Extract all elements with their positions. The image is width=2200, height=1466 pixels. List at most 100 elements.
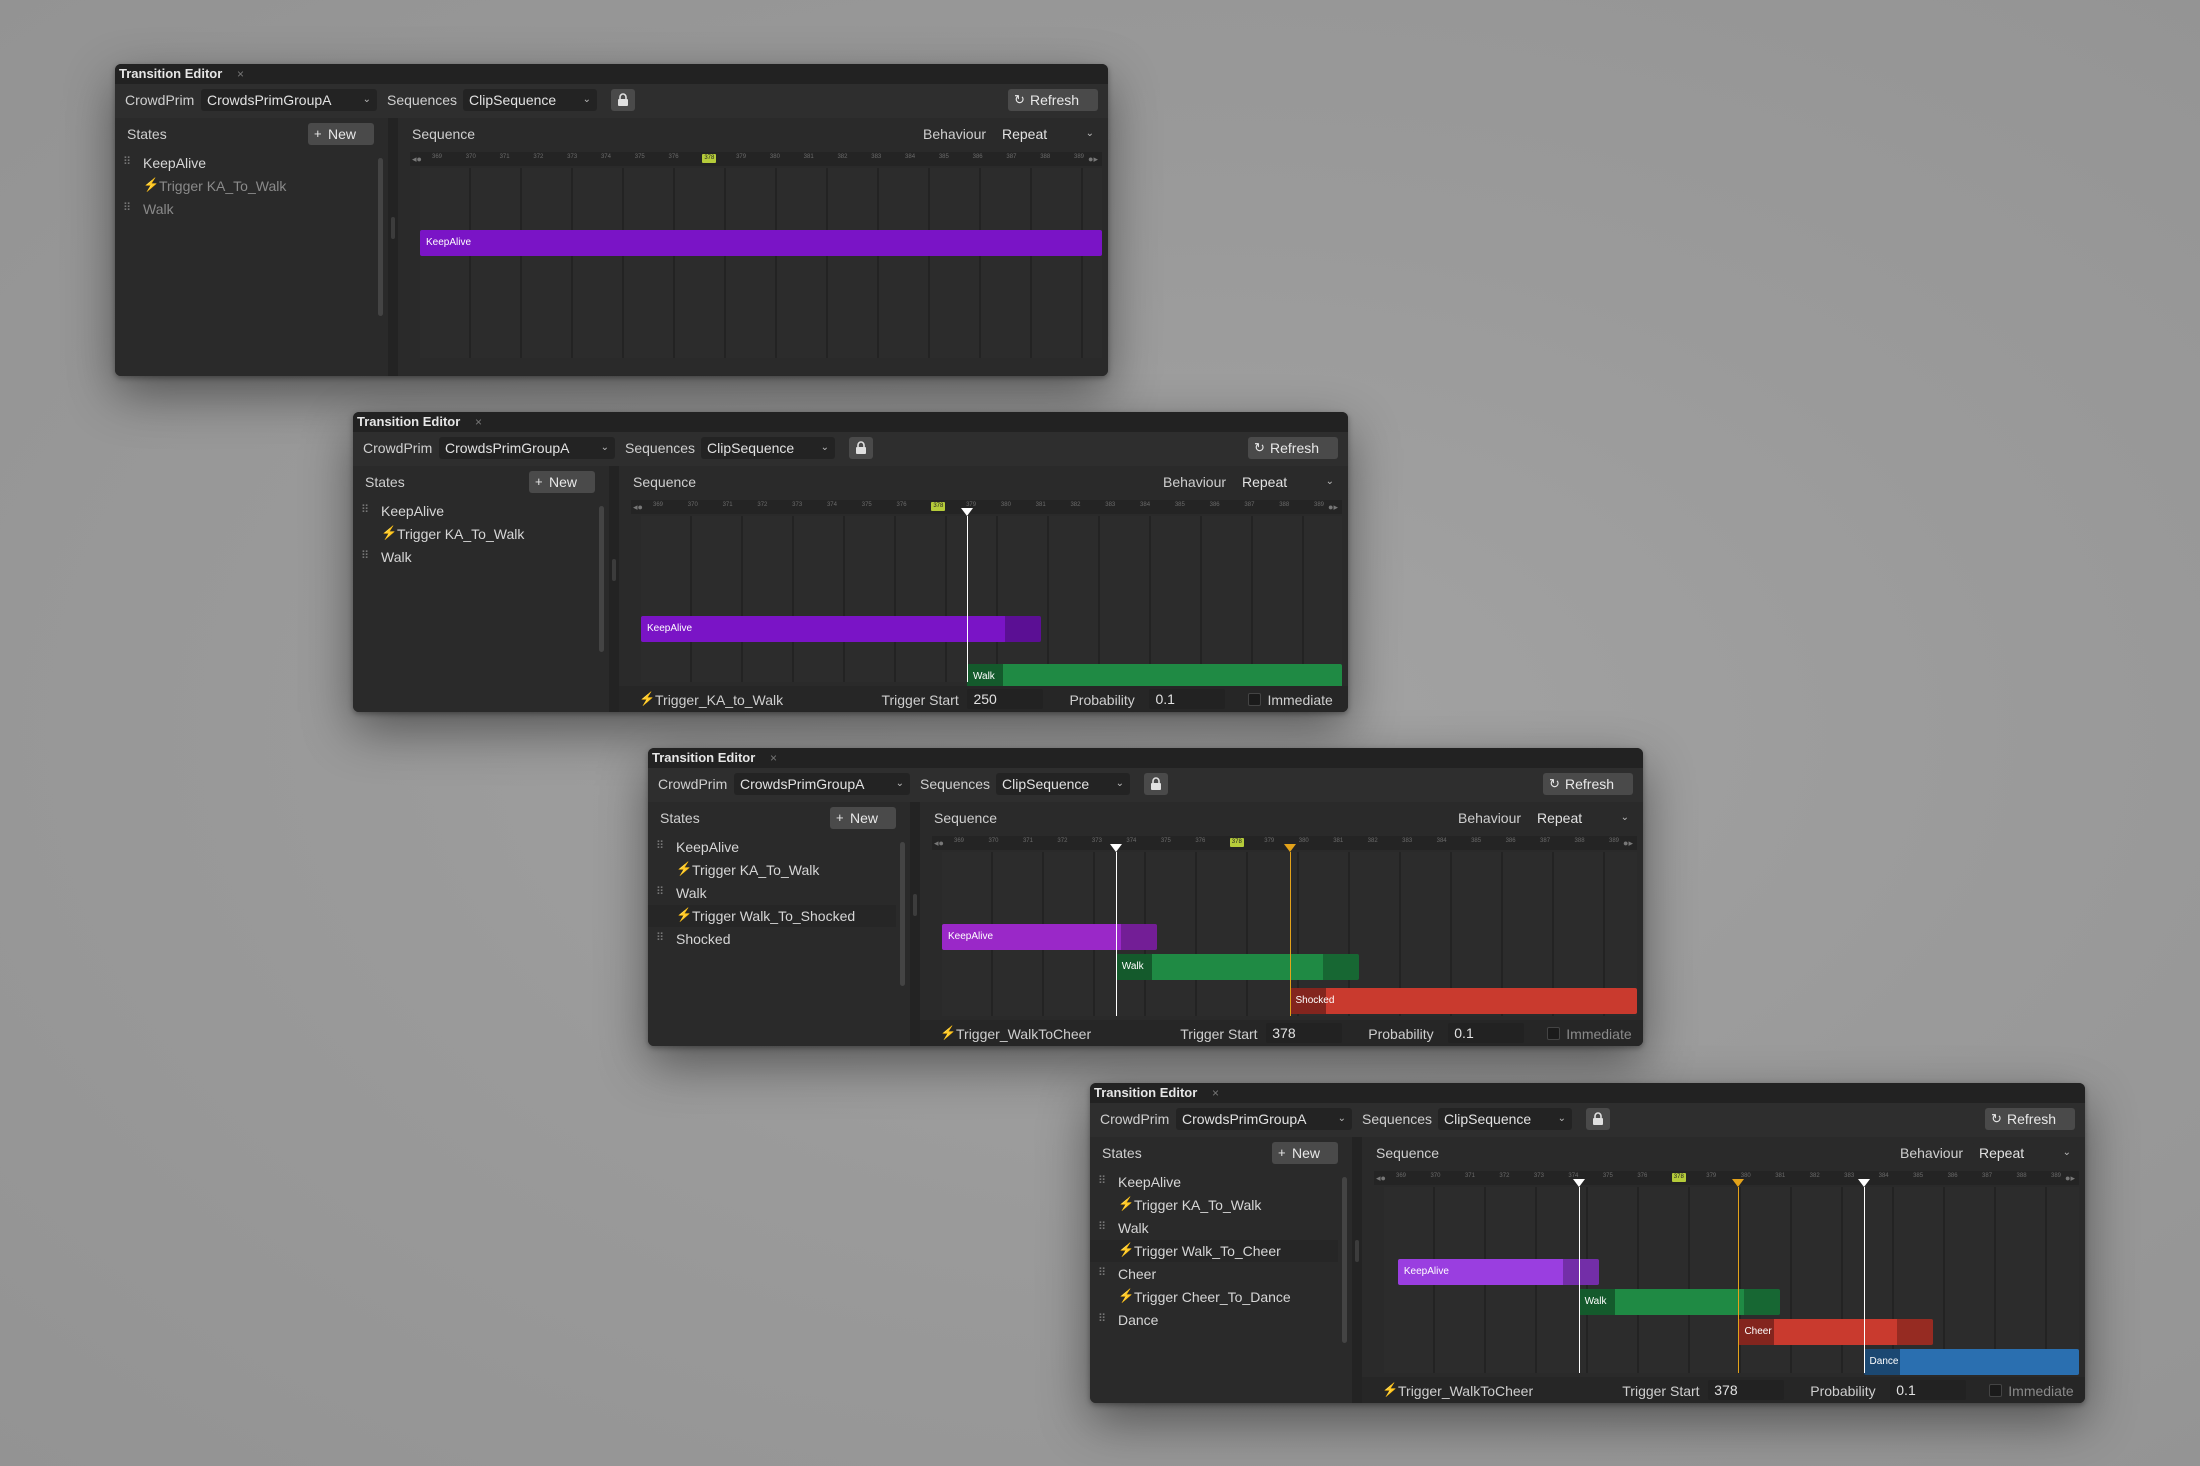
timeline-ruler[interactable]: ◂● ●▸ 369 370 371 372 373 374 375 376 378 379 380 381…: [410, 152, 1102, 166]
playhead-marker-icon[interactable]: [1572, 1179, 1585, 1187]
trigger-item[interactable]: ⚡ Trigger KA_To_Walk: [648, 859, 896, 881]
immediate-checkbox[interactable]: [1547, 1027, 1561, 1040]
ruler-start-handle-icon[interactable]: ◂●: [633, 502, 643, 512]
sequence-track[interactable]: KeepAlive Walk: [641, 516, 1342, 690]
state-item[interactable]: ⠿ Shocked: [648, 928, 896, 950]
new-state-button[interactable]: + New: [308, 123, 374, 145]
state-item[interactable]: ⠿ Walk: [1090, 1217, 1338, 1239]
lock-button[interactable]: [1586, 1108, 1610, 1130]
probability-field[interactable]: 0.1: [1149, 689, 1226, 709]
immediate-checkbox[interactable]: [1989, 1384, 2003, 1397]
panel-splitter[interactable]: [609, 466, 619, 712]
close-tab-icon[interactable]: ×: [770, 751, 778, 765]
drag-handle-icon[interactable]: ⠿: [123, 202, 131, 214]
ruler-end-handle-icon[interactable]: ●▸: [1623, 838, 1633, 848]
playhead-marker-icon[interactable]: [1109, 844, 1122, 852]
drag-handle-icon[interactable]: ⠿: [656, 886, 664, 898]
trigger-start-field[interactable]: 378: [1266, 1023, 1343, 1043]
trigger-item[interactable]: ⚡ Trigger Cheer_To_Dance: [1090, 1286, 1338, 1308]
state-item[interactable]: ⠿ KeepAlive: [353, 500, 595, 522]
state-item[interactable]: ⠿ Walk: [115, 198, 374, 220]
trigger-start-field[interactable]: 250: [967, 689, 1044, 709]
crowdprim-dropdown[interactable]: CrowdsPrimGroupA ⌄: [1176, 1108, 1352, 1130]
trigger-item[interactable]: ⚡ Trigger KA_To_Walk: [1090, 1194, 1338, 1216]
states-scrollbar[interactable]: [900, 842, 905, 986]
refresh-button[interactable]: ↻ Refresh: [1008, 89, 1098, 111]
panel-splitter[interactable]: [388, 118, 398, 376]
state-item[interactable]: ⠿ KeepAlive: [1090, 1171, 1338, 1193]
new-state-button[interactable]: + New: [529, 471, 595, 493]
states-scrollbar[interactable]: [599, 506, 604, 652]
lock-button[interactable]: [1144, 773, 1168, 795]
sequences-dropdown[interactable]: ClipSequence ⌄: [1438, 1108, 1572, 1130]
trigger-marker-icon[interactable]: [1732, 1179, 1745, 1187]
clip-dance[interactable]: Dance: [1863, 1349, 2079, 1375]
close-tab-icon[interactable]: ×: [237, 67, 245, 81]
sequences-dropdown[interactable]: ClipSequence ⌄: [701, 437, 835, 459]
ruler-start-handle-icon[interactable]: ◂●: [934, 838, 944, 848]
trigger-item[interactable]: ⚡ Trigger KA_To_Walk: [115, 175, 374, 197]
probability-field[interactable]: 0.1: [1448, 1023, 1525, 1043]
probability-field[interactable]: 0.1: [1890, 1380, 1967, 1400]
crowdprim-dropdown[interactable]: CrowdsPrimGroupA ⌄: [201, 89, 377, 111]
clip-keepalive[interactable]: KeepAlive: [942, 924, 1158, 950]
panel-splitter[interactable]: [910, 802, 920, 1046]
clip-shocked[interactable]: Shocked: [1289, 988, 1637, 1014]
clip-walk[interactable]: Walk: [966, 664, 1342, 690]
sequence-track[interactable]: KeepAlive Walk Cheer Dance: [1384, 1187, 2079, 1375]
drag-handle-icon[interactable]: ⠿: [656, 932, 664, 944]
splitter-grip[interactable]: [913, 894, 917, 916]
drag-handle-icon[interactable]: ⠿: [1098, 1313, 1106, 1325]
new-state-button[interactable]: + New: [830, 807, 896, 829]
drag-handle-icon[interactable]: ⠿: [361, 550, 369, 562]
clip-walk[interactable]: Walk: [1578, 1289, 1781, 1315]
clip-cheer[interactable]: Cheer: [1738, 1319, 1934, 1345]
state-item[interactable]: ⠿ KeepAlive: [115, 152, 374, 174]
playhead-marker-icon[interactable]: [1857, 1179, 1870, 1187]
clip-keepalive[interactable]: KeepAlive: [641, 616, 1041, 642]
lock-button[interactable]: [849, 437, 873, 459]
drag-handle-icon[interactable]: ⠿: [1098, 1175, 1106, 1187]
crowdprim-dropdown[interactable]: CrowdsPrimGroupA ⌄: [734, 773, 910, 795]
sequences-dropdown[interactable]: ClipSequence ⌄: [463, 89, 597, 111]
state-item[interactable]: ⠿ KeepAlive: [648, 836, 896, 858]
ruler-start-handle-icon[interactable]: ◂●: [1376, 1173, 1386, 1183]
clip-keepalive[interactable]: KeepAlive: [1397, 1259, 1600, 1285]
crowdprim-dropdown[interactable]: CrowdsPrimGroupA ⌄: [439, 437, 615, 459]
drag-handle-icon[interactable]: ⠿: [1098, 1221, 1106, 1233]
sequence-track[interactable]: KeepAlive Walk Shocked: [942, 852, 1637, 1016]
refresh-button[interactable]: ↻ Refresh: [1985, 1108, 2075, 1130]
splitter-grip[interactable]: [612, 559, 616, 581]
trigger-start-field[interactable]: 378: [1708, 1380, 1785, 1400]
timeline-ruler[interactable]: ◂● ●▸ 369 370 371 372 373 374 375 376 378 379 380 381…: [932, 836, 1637, 850]
lock-button[interactable]: [611, 89, 635, 111]
clip-keepalive[interactable]: KeepAlive: [420, 230, 1102, 256]
drag-handle-icon[interactable]: ⠿: [123, 156, 131, 168]
refresh-button[interactable]: ↻ Refresh: [1543, 773, 1633, 795]
state-item[interactable]: ⠿ Walk: [648, 882, 896, 904]
trigger-item[interactable]: ⚡ Trigger KA_To_Walk: [353, 523, 595, 545]
behaviour-dropdown[interactable]: Repeat ⌄: [1236, 471, 1340, 493]
ruler-start-handle-icon[interactable]: ◂●: [412, 154, 422, 164]
close-tab-icon[interactable]: ×: [1212, 1086, 1220, 1100]
trigger-item[interactable]: ⚡ Trigger Walk_To_Shocked: [648, 905, 896, 927]
panel-splitter[interactable]: [1352, 1137, 1362, 1403]
trigger-marker-icon[interactable]: [1283, 844, 1296, 852]
close-tab-icon[interactable]: ×: [475, 415, 483, 429]
playhead-marker-icon[interactable]: [960, 508, 973, 516]
new-state-button[interactable]: + New: [1272, 1142, 1338, 1164]
behaviour-dropdown[interactable]: Repeat ⌄: [1973, 1142, 2077, 1164]
states-scrollbar[interactable]: [1342, 1177, 1347, 1343]
drag-handle-icon[interactable]: ⠿: [1098, 1267, 1106, 1279]
state-item[interactable]: ⠿ Walk: [353, 546, 595, 568]
drag-handle-icon[interactable]: ⠿: [656, 840, 664, 852]
splitter-grip[interactable]: [1355, 1240, 1359, 1262]
clip-walk[interactable]: Walk: [1115, 954, 1359, 980]
refresh-button[interactable]: ↻ Refresh: [1248, 437, 1338, 459]
sequences-dropdown[interactable]: ClipSequence ⌄: [996, 773, 1130, 795]
trigger-item[interactable]: ⚡ Trigger Walk_To_Cheer: [1090, 1240, 1338, 1262]
timeline-ruler[interactable]: ◂● ●▸ 369 370 371 372 373 374 375 376 378 379 380 381…: [1374, 1171, 2079, 1185]
sequence-track[interactable]: KeepAlive: [420, 168, 1102, 358]
ruler-end-handle-icon[interactable]: ●▸: [1328, 502, 1338, 512]
ruler-end-handle-icon[interactable]: ●▸: [2065, 1173, 2075, 1183]
